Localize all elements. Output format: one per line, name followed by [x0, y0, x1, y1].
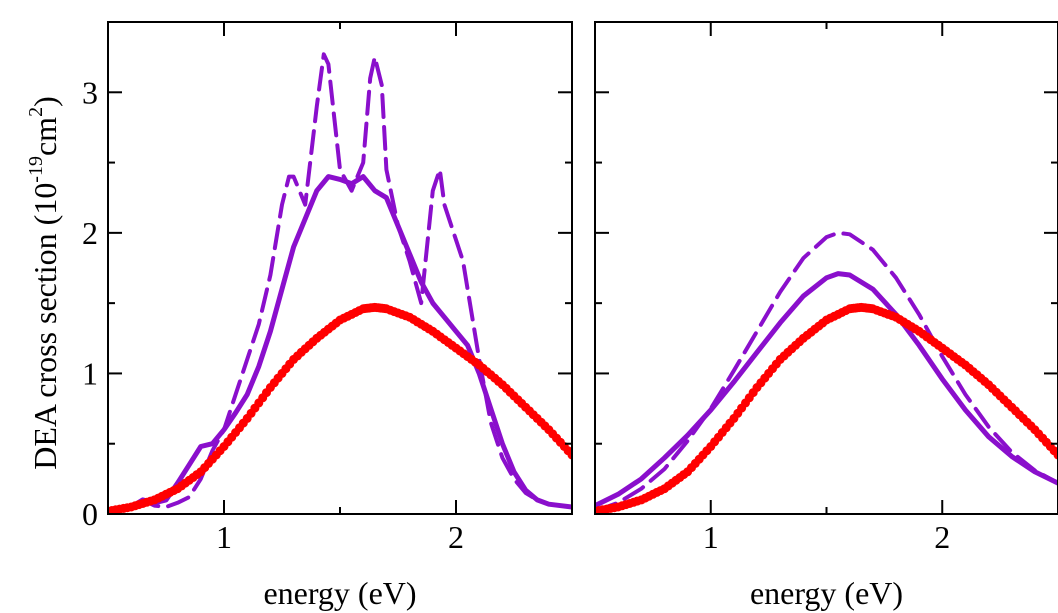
y-axis-label-suffix: ) [27, 96, 63, 107]
series-line-dashed [595, 230, 1058, 514]
x-axis-label: energy (eV) [263, 575, 416, 611]
data-point [1053, 450, 1058, 460]
y-axis-label-unit: cm [27, 117, 63, 156]
y-axis-label-exponent-2: 2 [25, 107, 47, 117]
x-tick-label: 1 [216, 519, 232, 555]
x-tick-label: 1 [703, 519, 719, 555]
y-axis-label: DEA cross section (10-19cm2) [25, 96, 63, 469]
series-group [595, 230, 1058, 514]
x-axis-label: energy (eV) [750, 575, 903, 611]
x-tick-label: 2 [934, 519, 950, 555]
y-tick-label: 1 [82, 355, 98, 391]
y-axis-label-exponent-1: -19 [25, 156, 47, 183]
series-line-solid [108, 174, 572, 514]
series-line-solid-markers [595, 304, 1058, 514]
right-panel: 1 2 energy (eV) [594, 21, 1058, 611]
x-tick-label: 2 [448, 519, 464, 555]
left-panel: 1 2 0 1 2 3 energy (eV) [82, 21, 573, 611]
y-tick-label: 0 [82, 496, 98, 532]
data-point [567, 450, 572, 460]
y-axis-label-prefix: DEA cross section (10 [27, 183, 63, 470]
series-line-solid [595, 271, 1058, 509]
series-group [108, 52, 572, 514]
y-tick-label: 2 [82, 215, 98, 251]
plot-frame [594, 21, 1058, 515]
y-tick-label: 3 [82, 74, 98, 110]
